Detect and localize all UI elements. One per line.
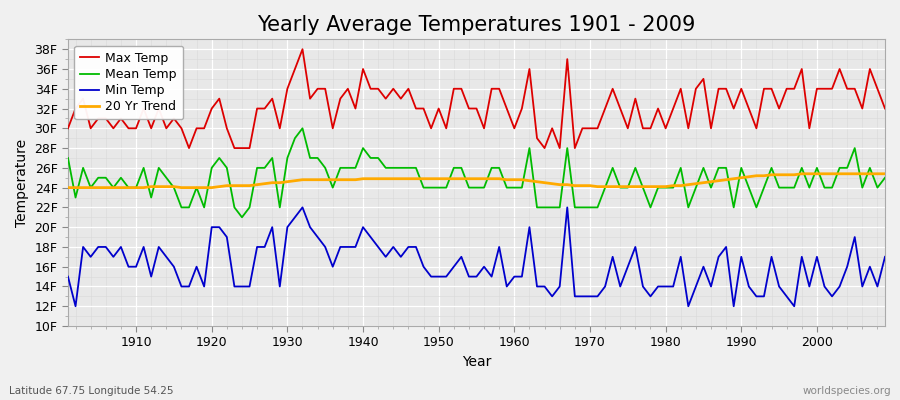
Min Temp xyxy=(70,304,81,309)
Max Temp xyxy=(350,106,361,111)
Text: Latitude 67.75 Longitude 54.25: Latitude 67.75 Longitude 54.25 xyxy=(9,386,174,396)
20 Yr Trend xyxy=(290,178,301,183)
Mean Temp xyxy=(615,185,626,190)
20 Yr Trend xyxy=(599,184,610,189)
Line: 20 Yr Trend: 20 Yr Trend xyxy=(68,174,885,188)
20 Yr Trend xyxy=(501,177,512,182)
Mean Temp xyxy=(297,126,308,131)
Max Temp xyxy=(305,96,316,101)
Line: Mean Temp: Mean Temp xyxy=(68,128,885,217)
20 Yr Trend xyxy=(879,171,890,176)
Max Temp xyxy=(517,106,527,111)
20 Yr Trend xyxy=(796,171,807,176)
Title: Yearly Average Temperatures 1901 - 2009: Yearly Average Temperatures 1901 - 2009 xyxy=(257,15,696,35)
Mean Temp xyxy=(524,146,535,150)
Line: Max Temp: Max Temp xyxy=(68,49,885,148)
Min Temp xyxy=(879,254,890,259)
Mean Temp xyxy=(879,175,890,180)
Mean Temp xyxy=(517,185,527,190)
Mean Temp xyxy=(350,166,361,170)
Max Temp xyxy=(63,126,74,131)
Max Temp xyxy=(879,106,890,111)
Y-axis label: Temperature: Temperature xyxy=(15,139,29,227)
Max Temp xyxy=(615,106,626,111)
20 Yr Trend xyxy=(335,177,346,182)
Min Temp xyxy=(297,205,308,210)
Max Temp xyxy=(123,126,134,131)
Mean Temp xyxy=(123,185,134,190)
X-axis label: Year: Year xyxy=(462,355,491,369)
Min Temp xyxy=(517,274,527,279)
Min Temp xyxy=(615,284,626,289)
Min Temp xyxy=(63,274,74,279)
Line: Min Temp: Min Temp xyxy=(68,207,885,306)
20 Yr Trend xyxy=(123,185,134,190)
Max Temp xyxy=(184,146,194,150)
20 Yr Trend xyxy=(63,185,74,190)
Max Temp xyxy=(524,66,535,71)
20 Yr Trend xyxy=(508,177,519,182)
Max Temp xyxy=(297,47,308,52)
Mean Temp xyxy=(63,156,74,160)
Mean Temp xyxy=(305,156,316,160)
Legend: Max Temp, Mean Temp, Min Temp, 20 Yr Trend: Max Temp, Mean Temp, Min Temp, 20 Yr Tre… xyxy=(74,46,184,120)
Min Temp xyxy=(305,225,316,230)
Min Temp xyxy=(130,264,141,269)
Text: worldspecies.org: worldspecies.org xyxy=(803,386,891,396)
Mean Temp xyxy=(237,215,248,220)
Min Temp xyxy=(350,244,361,249)
Min Temp xyxy=(524,225,535,230)
